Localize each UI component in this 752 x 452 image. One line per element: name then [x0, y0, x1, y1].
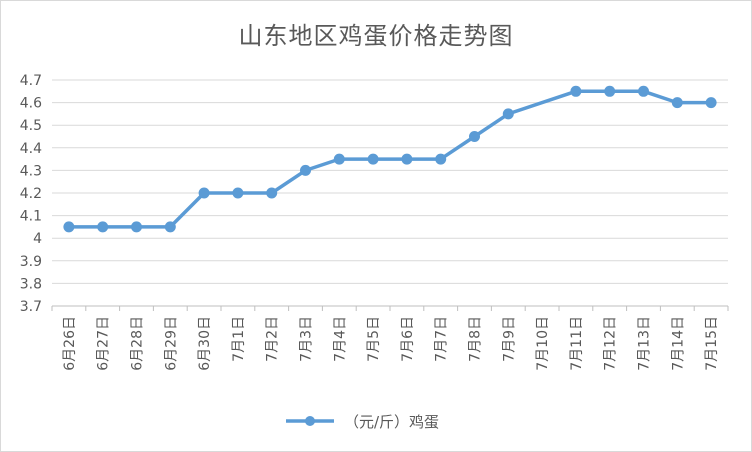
data-point — [300, 164, 311, 176]
gridlines — [51, 79, 729, 311]
data-point — [97, 221, 109, 233]
x-tick-label: 7月9日 — [501, 316, 517, 362]
y-axis-ticks: 3.7 3.8 3.9 4 4.1 4.2 4.3 4.4 4.5 4.6 4.7 — [20, 73, 42, 315]
x-tick-label: 7月7日 — [434, 316, 450, 362]
y-tick-label: 4.6 — [20, 96, 42, 112]
x-tick-label: 7月3日 — [299, 316, 315, 362]
x-tick-label: 7月4日 — [332, 316, 348, 362]
x-tick-label: 6月26日 — [62, 316, 78, 371]
data-point — [232, 187, 244, 199]
x-tick-label: 7月11日 — [569, 316, 585, 371]
data-point — [63, 221, 75, 233]
y-tick-label: 4.4 — [20, 141, 42, 157]
data-point — [367, 153, 379, 165]
x-tick-label: 7月8日 — [468, 316, 484, 362]
data-point — [266, 187, 278, 199]
x-tick-label: 7月1日 — [231, 316, 247, 362]
data-point — [401, 153, 413, 165]
x-tick-label: 7月10日 — [535, 316, 551, 371]
legend: （元/斤）鸡蛋 — [286, 413, 439, 431]
x-tick-label: 7月2日 — [265, 316, 281, 362]
data-point — [131, 221, 142, 233]
x-tick-label: 7月14日 — [670, 316, 686, 371]
data-point — [469, 131, 480, 142]
data-point — [570, 85, 582, 97]
data-point — [164, 221, 176, 233]
legend-label: （元/斤）鸡蛋 — [344, 413, 439, 431]
x-tick-label: 7月13日 — [637, 316, 653, 371]
data-point — [502, 108, 514, 120]
data-point — [705, 97, 717, 109]
y-tick-label: 4.7 — [20, 73, 42, 89]
legend-point-marker — [305, 416, 315, 426]
y-tick-label: 3.7 — [20, 299, 42, 315]
x-tick-label: 7月15日 — [704, 316, 720, 371]
series-line — [68, 89, 712, 229]
x-axis-ticks: 6月26日 6月27日 6月28日 6月29日 6月30日 7月1日 7月2日 7月3日 7月4… — [62, 316, 720, 371]
x-tick-label: 6月27日 — [96, 316, 112, 371]
y-tick-label: 4.5 — [20, 118, 42, 134]
y-tick-label: 4 — [33, 231, 42, 247]
x-tick-label: 7月6日 — [400, 316, 416, 362]
series-egg-price — [63, 85, 717, 233]
data-point — [604, 85, 616, 97]
y-tick-label: 4.3 — [20, 163, 42, 179]
y-tick-label: 3.8 — [20, 276, 42, 292]
y-tick-label: 4.1 — [20, 209, 42, 225]
x-tick-label: 6月30日 — [197, 316, 213, 371]
x-tick-label: 6月28日 — [130, 316, 146, 371]
x-tick-label: 6月29日 — [163, 316, 179, 371]
chart-title: 山东地区鸡蛋价格走势图 — [239, 22, 514, 50]
data-point — [638, 85, 649, 97]
data-point — [671, 97, 683, 109]
data-point — [333, 153, 345, 165]
x-tick-label: 7月5日 — [366, 316, 382, 362]
y-tick-label: 3.9 — [20, 254, 42, 270]
y-tick-label: 4.2 — [20, 186, 42, 202]
data-point — [198, 187, 210, 199]
x-tick-label: 7月12日 — [603, 316, 619, 371]
data-point — [435, 153, 447, 165]
